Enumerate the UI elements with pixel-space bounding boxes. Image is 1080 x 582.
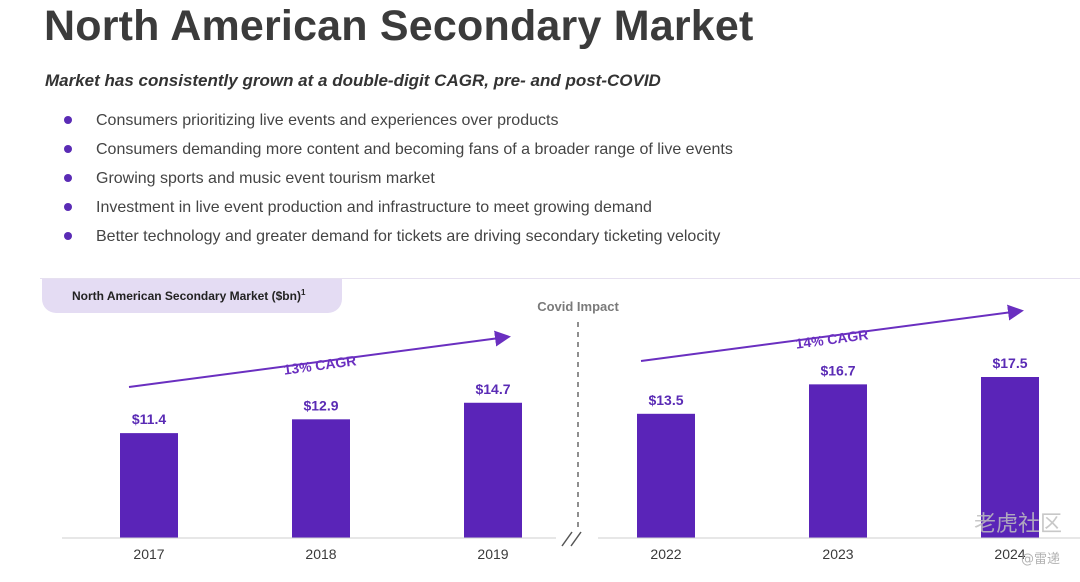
bullet-text: Growing sports and music event tourism m… [96,170,435,187]
bullet-text: Consumers prioritizing live events and e… [96,112,559,129]
bullet-list: Consumers prioritizing live events and e… [62,106,733,251]
bar-2023 [809,384,867,538]
x-tick-2023: 2023 [822,546,853,562]
bullet-text: Investment in live event production and … [96,199,652,216]
cagr-label-left: 13% CAGR [283,352,358,377]
cagr-arrow-right [640,304,1024,362]
data-label-2018: $12.9 [303,397,338,413]
bar-2019 [464,402,522,538]
labels-layer: $11.4 $12.9 $14.7 $13.5 $16.7 $17.5 [132,355,1028,427]
data-label-2019: $14.7 [475,381,510,397]
axis-break-mark [570,531,582,547]
page-title: North American Secondary Market [44,2,754,50]
bar-2024 [981,377,1039,538]
bullet-dot-icon [64,174,72,182]
data-label-2017: $11.4 [132,411,166,427]
bullet-item: Consumers prioritizing live events and e… [62,106,733,135]
x-tick-2017: 2017 [133,546,164,562]
x-tick-2024: 2024 [994,546,1025,562]
bar-2017 [120,433,178,538]
section-divider [40,278,1080,279]
bullet-text: Consumers demanding more content and bec… [96,141,733,158]
bar-2022 [637,413,695,538]
bullet-item: Better technology and greater demand for… [62,222,733,251]
data-label-2024: $17.5 [992,355,1027,371]
page-subtitle: Market has consistently grown at a doubl… [45,71,661,90]
cagr-label-right: 14% CAGR [795,326,870,351]
cagr-arrow-left [128,330,511,388]
bullet-dot-icon [64,145,72,153]
watermark-brand: 老虎社区 [973,512,1062,537]
bullet-item: Growing sports and music event tourism m… [62,164,733,193]
chart-title-footnote: 1 [300,288,306,297]
bullet-dot-icon [64,232,72,240]
bullet-text: Better technology and greater demand for… [96,228,721,245]
ticks-layer: 2017 2018 2019 2022 2023 2024 [133,546,1025,562]
chart-title-text: North American Secondary Market ($bn) [72,289,301,303]
bullet-item: Investment in live event production and … [62,193,733,222]
chart-title: North American Secondary Market ($bn)1 [72,288,305,303]
data-label-2023: $16.7 [820,362,855,378]
data-label-2022: $13.5 [648,392,683,408]
bar-2018 [292,419,350,538]
bullet-dot-icon [64,203,72,211]
chart-title-tab: North American Secondary Market ($bn)1 [42,279,342,313]
bullet-item: Consumers demanding more content and bec… [62,135,733,164]
covid-impact-label: Covid Impact [537,299,619,314]
bullet-dot-icon [64,116,72,124]
x-tick-2018: 2018 [305,546,336,562]
x-tick-2022: 2022 [650,546,681,562]
watermark-handle: @雷递 [1020,552,1060,567]
bars-layer [120,377,1039,538]
axis-break-mark [561,531,573,547]
x-tick-2019: 2019 [477,546,508,562]
